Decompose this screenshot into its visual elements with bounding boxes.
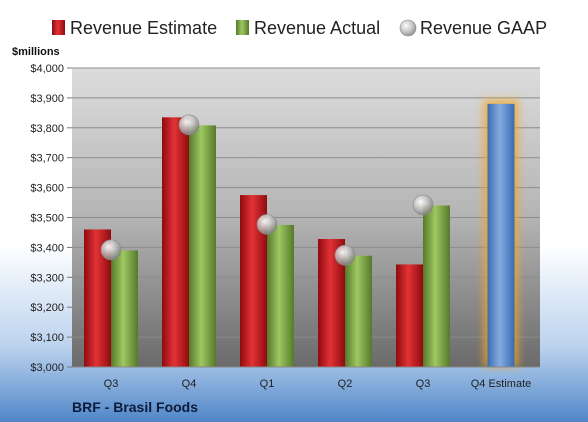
- company-name: BRF - Brasil Foods: [72, 399, 198, 415]
- x-tick-label: Q2: [338, 378, 353, 390]
- bar-revenue-actual[interactable]: [423, 205, 450, 367]
- bar-revenue-actual[interactable]: [345, 255, 372, 367]
- y-tick-label: $3,200: [30, 302, 64, 314]
- x-tick-label: Q1: [260, 378, 275, 390]
- legend-swatch-estimate: [52, 20, 65, 35]
- legend-label-estimate: Revenue Estimate: [70, 18, 217, 38]
- y-tick-label: $3,700: [30, 153, 64, 165]
- y-tick-label: $3,400: [30, 242, 64, 254]
- x-axis-ticks: Q3 Q4 Q1 Q2 Q3 Q4 Estimate: [104, 378, 532, 390]
- x-tick-label: Q3: [104, 378, 119, 390]
- bar-revenue-estimate[interactable]: [396, 264, 423, 367]
- marker-revenue-gaap[interactable]: [100, 239, 122, 261]
- bar-revenue-actual[interactable]: [267, 224, 294, 367]
- marker-revenue-gaap[interactable]: [256, 214, 278, 235]
- bars: [84, 99, 519, 368]
- x-tick-label: Q3: [416, 378, 431, 390]
- legend-item-revenue-gaap[interactable]: Revenue GAAP: [399, 18, 547, 38]
- legend-swatch-actual: [236, 20, 249, 35]
- legend: Revenue Estimate Revenue Actual Revenue …: [52, 18, 547, 38]
- y-axis-ticks: $3,000 $3,100 $3,200 $3,300 $3,400 $3,500 $3,6…: [30, 63, 72, 374]
- marker-revenue-gaap[interactable]: [412, 194, 434, 216]
- bar-revenue-actual[interactable]: [189, 125, 216, 368]
- gridlines: [72, 67, 540, 368]
- y-tick-label: $3,500: [30, 213, 64, 225]
- marker-revenue-gaap[interactable]: [334, 244, 356, 266]
- y-tick-label: $3,800: [30, 123, 64, 135]
- y-tick-label: $4,000: [30, 63, 64, 75]
- x-tick-label: Q4: [182, 378, 197, 390]
- y-tick-label: $3,300: [30, 272, 64, 284]
- legend-label-gaap: Revenue GAAP: [420, 18, 547, 38]
- bar-q4-estimate[interactable]: [487, 103, 515, 367]
- y-tick-label: $3,000: [30, 362, 64, 374]
- y-axis-unit-label: $millions: [12, 46, 60, 58]
- legend-item-revenue-estimate[interactable]: Revenue Estimate: [52, 18, 217, 38]
- bar-revenue-actual[interactable]: [111, 250, 138, 367]
- legend-swatch-gaap: [399, 19, 417, 37]
- y-tick-label: $3,100: [30, 332, 64, 344]
- x-tick-label: Q4 Estimate: [471, 378, 532, 390]
- bar-revenue-estimate[interactable]: [162, 117, 189, 368]
- legend-label-actual: Revenue Actual: [254, 18, 380, 38]
- y-tick-label: $3,900: [30, 93, 64, 105]
- marker-revenue-gaap[interactable]: [178, 114, 200, 136]
- gaap-markers: [100, 114, 434, 266]
- legend-item-revenue-actual[interactable]: Revenue Actual: [236, 18, 380, 38]
- y-tick-label: $3,600: [30, 183, 64, 195]
